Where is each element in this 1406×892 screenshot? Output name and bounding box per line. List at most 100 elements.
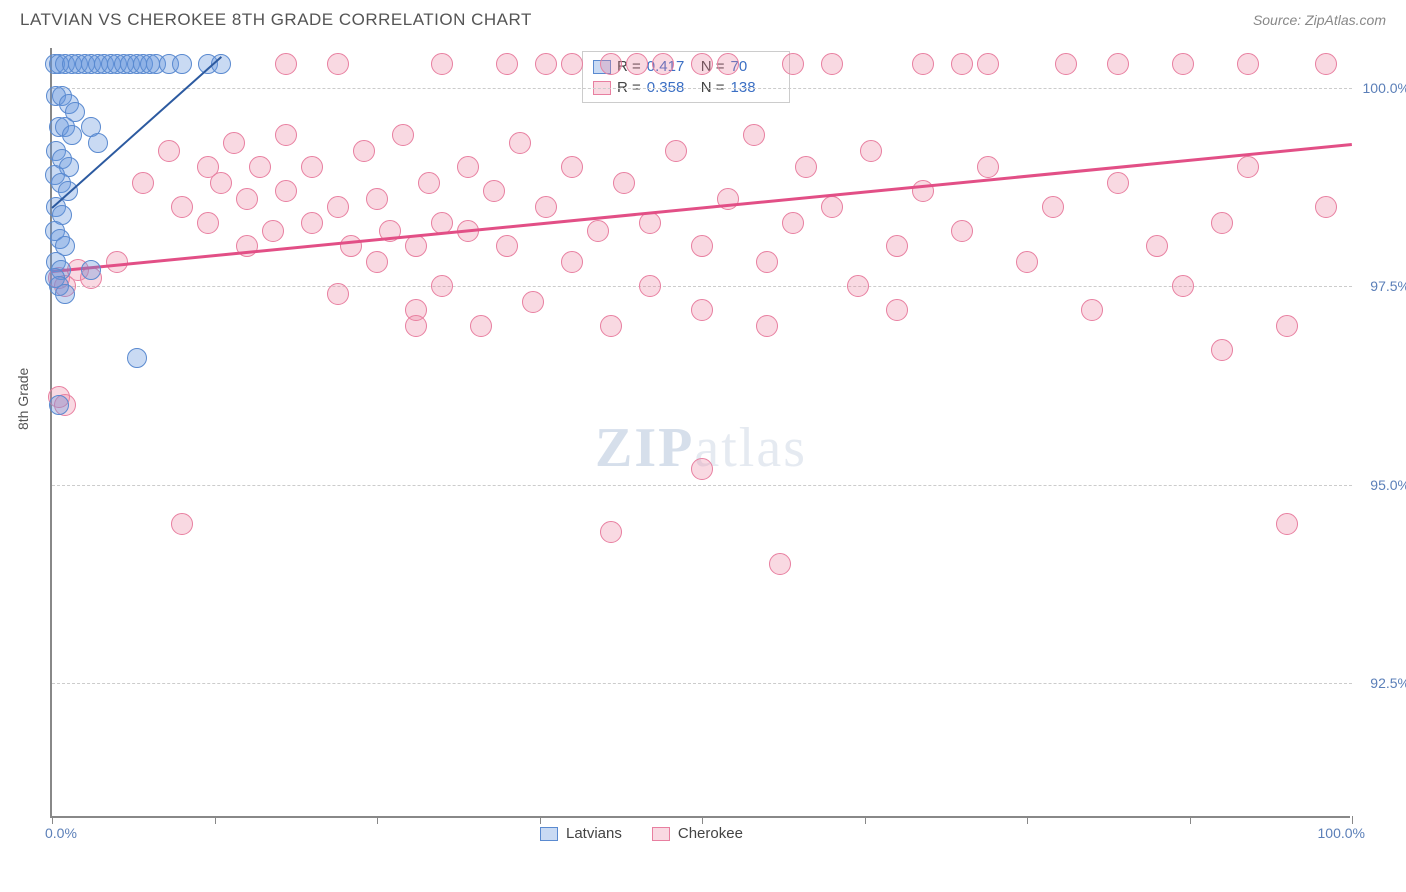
data-point-cherokee (275, 53, 297, 75)
data-point-cherokee (626, 53, 648, 75)
legend-label-cherokee: Cherokee (678, 825, 743, 842)
x-tick (865, 816, 866, 824)
data-point-cherokee (171, 196, 193, 218)
data-point-cherokee (665, 140, 687, 162)
data-point-cherokee (782, 53, 804, 75)
data-point-cherokee (275, 124, 297, 146)
data-point-latvians (172, 54, 192, 74)
chart-title: LATVIAN VS CHEROKEE 8TH GRADE CORRELATIO… (20, 10, 532, 30)
data-point-cherokee (301, 156, 323, 178)
data-point-cherokee (691, 458, 713, 480)
data-point-cherokee (639, 212, 661, 234)
data-point-cherokee (561, 156, 583, 178)
data-point-cherokee (535, 196, 557, 218)
legend-swatch-latvians (540, 827, 558, 841)
data-point-cherokee (496, 53, 518, 75)
data-point-cherokee (1055, 53, 1077, 75)
data-point-cherokee (795, 156, 817, 178)
chart-header: LATVIAN VS CHEROKEE 8TH GRADE CORRELATIO… (0, 0, 1406, 30)
data-point-cherokee (886, 235, 908, 257)
data-point-cherokee (847, 275, 869, 297)
data-point-cherokee (1042, 196, 1064, 218)
data-point-cherokee (691, 235, 713, 257)
data-point-cherokee (717, 53, 739, 75)
data-point-cherokee (977, 53, 999, 75)
data-point-cherokee (405, 315, 427, 337)
data-point-cherokee (509, 132, 531, 154)
data-point-cherokee (1016, 251, 1038, 273)
data-point-cherokee (405, 235, 427, 257)
data-point-cherokee (1276, 315, 1298, 337)
data-point-cherokee (821, 53, 843, 75)
data-point-cherokee (1107, 53, 1129, 75)
data-point-cherokee (301, 212, 323, 234)
data-point-cherokee (366, 188, 388, 210)
data-point-cherokee (1211, 339, 1233, 361)
y-tick-label: 95.0% (1355, 477, 1406, 493)
data-point-cherokee (756, 315, 778, 337)
data-point-cherokee (561, 251, 583, 273)
data-point-cherokee (223, 132, 245, 154)
x-min-label: 0.0% (45, 825, 77, 841)
data-point-cherokee (756, 251, 778, 273)
data-point-latvians (55, 284, 75, 304)
data-point-cherokee (951, 53, 973, 75)
data-point-cherokee (587, 220, 609, 242)
chart-plot-area: ZIPatlas R = 0.417 N = 70 R = 0.358 N = … (50, 48, 1350, 818)
data-point-cherokee (613, 172, 635, 194)
data-point-cherokee (275, 180, 297, 202)
gridline (52, 88, 1352, 89)
x-tick (1352, 816, 1353, 824)
data-point-cherokee (171, 513, 193, 535)
data-point-cherokee (158, 140, 180, 162)
x-tick (215, 816, 216, 824)
data-point-cherokee (1315, 196, 1337, 218)
data-point-cherokee (743, 124, 765, 146)
data-point-cherokee (483, 180, 505, 202)
data-point-cherokee (418, 172, 440, 194)
x-tick (1027, 816, 1028, 824)
legend-label-latvians: Latvians (566, 825, 622, 842)
data-point-cherokee (691, 299, 713, 321)
data-point-cherokee (639, 275, 661, 297)
data-point-cherokee (691, 53, 713, 75)
data-point-cherokee (197, 212, 219, 234)
data-point-cherokee (327, 53, 349, 75)
data-point-cherokee (652, 53, 674, 75)
data-point-cherokee (1276, 513, 1298, 535)
x-tick (540, 816, 541, 824)
data-point-latvians (127, 348, 147, 368)
y-tick-label: 100.0% (1355, 80, 1406, 96)
y-tick-label: 92.5% (1355, 675, 1406, 691)
data-point-cherokee (340, 235, 362, 257)
data-point-cherokee (210, 172, 232, 194)
data-point-latvians (81, 260, 101, 280)
data-point-cherokee (470, 315, 492, 337)
legend-swatch-cherokee (652, 827, 670, 841)
source-credit: Source: ZipAtlas.com (1253, 12, 1386, 28)
data-point-cherokee (860, 140, 882, 162)
data-point-cherokee (132, 172, 154, 194)
x-tick (1190, 816, 1191, 824)
data-point-cherokee (366, 251, 388, 273)
data-point-cherokee (327, 196, 349, 218)
data-point-cherokee (236, 188, 258, 210)
data-point-cherokee (600, 53, 622, 75)
data-point-cherokee (262, 220, 284, 242)
data-point-cherokee (522, 291, 544, 313)
data-point-cherokee (1107, 172, 1129, 194)
data-point-cherokee (769, 553, 791, 575)
data-point-cherokee (1172, 275, 1194, 297)
data-point-cherokee (600, 521, 622, 543)
data-point-latvians (88, 133, 108, 153)
legend-item-latvians: Latvians (540, 825, 622, 842)
data-point-cherokee (535, 53, 557, 75)
data-point-cherokee (1172, 53, 1194, 75)
data-point-cherokee (951, 220, 973, 242)
gridline (52, 683, 1352, 684)
data-point-cherokee (1315, 53, 1337, 75)
gridline (52, 485, 1352, 486)
data-point-cherokee (886, 299, 908, 321)
data-point-cherokee (496, 235, 518, 257)
legend-item-cherokee: Cherokee (652, 825, 743, 842)
